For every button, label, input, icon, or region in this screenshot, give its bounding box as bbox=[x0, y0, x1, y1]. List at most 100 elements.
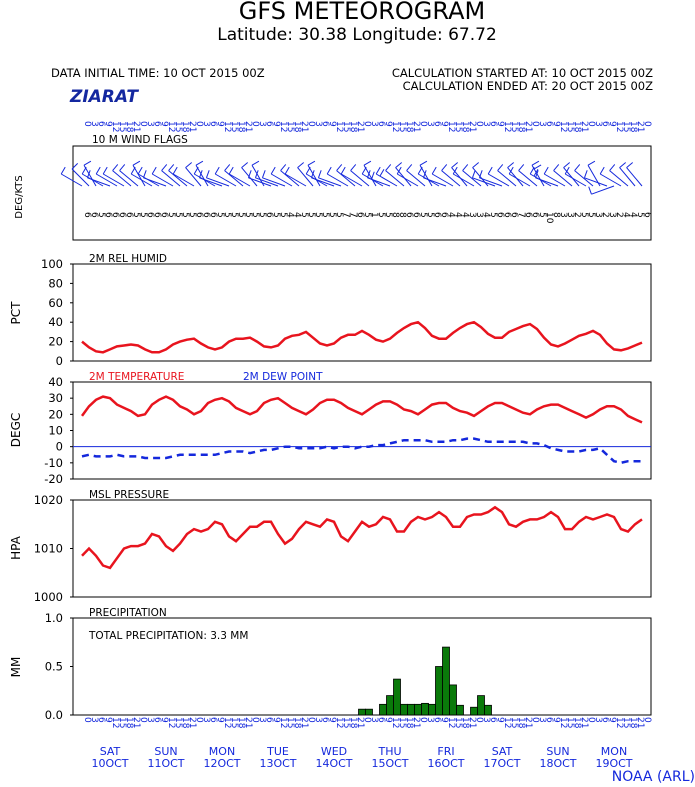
wind-speed-label: 5 bbox=[138, 212, 148, 218]
hour-tick-label: 3 bbox=[201, 717, 211, 723]
wind-panel-title: 10 M WIND FLAGS bbox=[92, 134, 188, 146]
wind-speed-labels: 6656666556665555666555555565544555555776… bbox=[82, 212, 652, 224]
wind-barb bbox=[280, 164, 300, 187]
precip-bar bbox=[428, 703, 436, 716]
wind-barb-shaft bbox=[419, 164, 433, 187]
wind-speed-label: 6 bbox=[411, 212, 421, 218]
hour-tick-label: 9 bbox=[103, 121, 113, 127]
wind-barb-shaft bbox=[248, 177, 272, 187]
wind-barb-flag bbox=[564, 166, 570, 175]
hour-tick-label: 3 bbox=[425, 717, 435, 723]
wind-speed-label: 5 bbox=[586, 212, 596, 218]
wind-barb bbox=[224, 164, 244, 187]
hour-tick-label: 18 bbox=[292, 121, 302, 133]
wind-barb-shaft bbox=[363, 164, 377, 187]
day-of-week-label: SAT bbox=[100, 745, 121, 758]
date-label: 12OCT bbox=[203, 757, 240, 770]
wind-barb bbox=[205, 170, 230, 187]
wind-barb-shaft bbox=[143, 177, 167, 187]
wind-barb bbox=[112, 164, 132, 187]
wind-barb-shaft bbox=[431, 173, 454, 187]
day-of-week-label: SUN bbox=[154, 745, 177, 758]
wind-barb-flag bbox=[508, 166, 514, 175]
hour-tick-label: 12 bbox=[502, 717, 512, 728]
wind-barb bbox=[588, 185, 615, 195]
wind-barb bbox=[119, 164, 139, 187]
hour-tick-label: 0 bbox=[194, 717, 204, 723]
wind-barb bbox=[497, 164, 517, 187]
wind-barb-flag bbox=[487, 166, 493, 175]
hour-tick-label: 9 bbox=[271, 121, 281, 127]
hour-tick-label: 9 bbox=[551, 717, 561, 723]
y-tick-label: 0 bbox=[56, 354, 63, 368]
wind-barb bbox=[531, 160, 545, 187]
date-label: 13OCT bbox=[259, 757, 296, 770]
date-label: 10OCT bbox=[91, 757, 128, 770]
wind-barb bbox=[431, 166, 454, 187]
wind-barb-flag bbox=[102, 166, 108, 175]
wind-speed-label: 5 bbox=[173, 212, 183, 218]
hour-tick-label: 6 bbox=[376, 121, 386, 127]
wind-barb-flag bbox=[626, 162, 634, 168]
precip-ylabel: MM bbox=[9, 657, 23, 678]
wind-barb-shaft bbox=[87, 177, 111, 187]
wind-panel bbox=[72, 145, 652, 241]
wind-barb bbox=[310, 170, 335, 187]
wind-barb-flag bbox=[533, 168, 539, 177]
hour-tick-label: 12 bbox=[614, 121, 624, 132]
wind-barb-flag bbox=[132, 160, 141, 166]
hour-tick-label: 0 bbox=[306, 717, 316, 723]
wind-barb-shaft bbox=[284, 173, 307, 187]
wind-barb-flag bbox=[507, 162, 515, 168]
date-label: 16OCT bbox=[427, 757, 464, 770]
precip-bar bbox=[442, 646, 450, 716]
page-title: GFS METEOROGRAM bbox=[239, 0, 485, 25]
wind-barb-shaft bbox=[95, 173, 118, 187]
wind-barb-shaft bbox=[395, 167, 412, 187]
wind-speed-label: 6 bbox=[495, 212, 505, 218]
wind-barb-shaft bbox=[119, 170, 139, 187]
hour-tick-label: 9 bbox=[439, 717, 449, 723]
hour-tick-label: 3 bbox=[369, 717, 379, 723]
wind-speed-label: 4 bbox=[285, 212, 295, 218]
wind-speed-label: 4 bbox=[621, 212, 631, 218]
wind-barb-flag bbox=[385, 164, 392, 171]
wind-barb-shaft bbox=[599, 173, 622, 187]
hour-tick-label: 0 bbox=[362, 121, 372, 127]
hour-tick-label: 6 bbox=[264, 717, 274, 723]
wind-barb bbox=[132, 160, 146, 187]
rh-panel bbox=[72, 263, 652, 362]
wind-speed-label: 5 bbox=[383, 212, 393, 218]
hour-tick-label: 6 bbox=[600, 121, 610, 127]
hour-tick-label: 9 bbox=[327, 121, 337, 127]
precip-bar bbox=[386, 695, 394, 716]
wind-barb-shaft bbox=[311, 177, 335, 187]
hour-tick-label: 21 bbox=[131, 717, 141, 728]
wind-speed-label: 4 bbox=[628, 212, 638, 218]
y-tick-label: 1000 bbox=[34, 590, 63, 604]
wind-barb bbox=[336, 164, 356, 187]
wind-barb bbox=[161, 164, 181, 187]
wind-speed-label: 5 bbox=[180, 212, 190, 218]
precip-bar bbox=[456, 704, 464, 716]
precip-bar bbox=[414, 703, 422, 716]
hour-tick-label: 15 bbox=[341, 717, 351, 728]
wind-barb-shaft bbox=[479, 177, 503, 187]
y-tick-label: -20 bbox=[44, 472, 63, 486]
hour-tick-label: 15 bbox=[621, 121, 631, 132]
hour-tick-label: 0 bbox=[530, 121, 540, 127]
wind-speed-label: 6 bbox=[208, 212, 218, 218]
hour-tick-label: 0 bbox=[586, 121, 596, 127]
wind-barb bbox=[626, 162, 643, 187]
wind-barb-flag bbox=[431, 166, 437, 175]
wind-barb-flag bbox=[95, 166, 101, 175]
date-label: 18OCT bbox=[539, 757, 576, 770]
day-of-week-label: MON bbox=[601, 745, 627, 758]
wind-barb bbox=[419, 160, 433, 187]
hour-tick-label: 6 bbox=[152, 121, 162, 127]
wind-speed-label: 6 bbox=[439, 212, 449, 218]
wind-barb bbox=[543, 166, 566, 187]
hour-tick-label: 15 bbox=[453, 121, 463, 132]
bottom-hour-labels: 0369121518210369121518210369121518210369… bbox=[82, 717, 652, 729]
